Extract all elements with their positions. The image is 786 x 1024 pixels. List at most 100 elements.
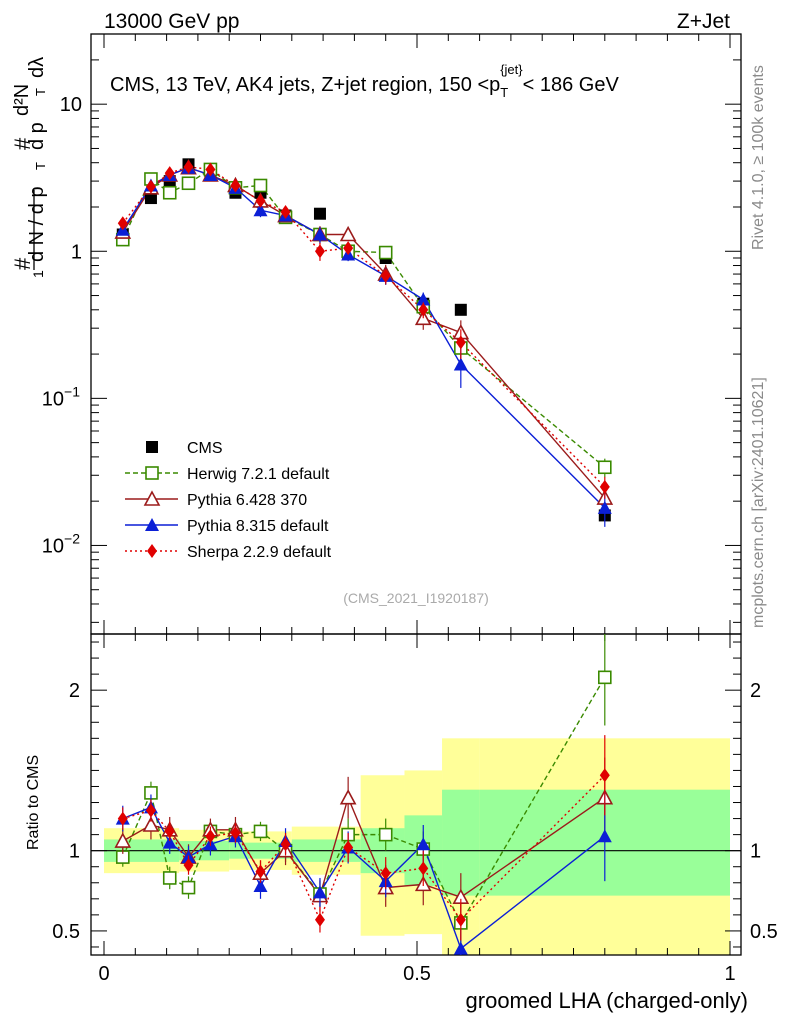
main-point-sherpa-2-2-9-default [280,204,291,219]
main-y-tick-label: 10−2 [42,530,80,557]
x-axis-label: groomed LHA (charged-only) [466,988,748,1013]
main-point-sherpa-2-2-9-default [117,216,128,231]
ratio-point-herwig-7-2-1-default [597,670,612,685]
ratio-point-herwig-7-2-1-default [181,880,196,895]
main-point-sherpa-2-2-9-default [230,178,241,193]
ratio-y-tick-label-right: 0.5 [750,921,778,943]
chart-title-sup: {jet} [500,62,523,77]
legend-label-pythia-8-315-default: Pythia 8.315 default [187,518,329,535]
y-label-hash-2: # [10,137,35,150]
main-point-herwig-7-2-1-default [162,185,177,200]
ratio-point-sherpa-2-2-9-default [314,912,325,927]
x-tick-label: 0.5 [403,963,431,985]
legend: CMS Herwig 7.2.1 default Pythia 6.428 370 P… [125,440,332,561]
ratio-point-pythia-8-315-default [253,878,268,892]
main-y-tick-label: 1 [71,241,82,263]
ratio-point-pythia-6-428-370 [339,789,357,805]
rivet-version-label: Rivet 4.1.0, ≥ 100k events [750,65,767,250]
main-point-pythia-6-428-370 [339,225,357,242]
main-point-sherpa-2-2-9-default [418,302,429,317]
ratio-point-pythia-8-315-default [597,829,612,843]
analysis-id: (CMS_2021_I1920187) [343,590,489,606]
ratio-point-pythia-8-315-default [162,835,177,849]
y-label-t-2: T [33,88,48,96]
ratio-point-pythia-8-315-default [416,837,431,851]
ratio-point-sherpa-2-2-9-default [455,912,466,927]
ratio-point-sherpa-2-2-9-default [230,826,241,841]
ratio-y-axis-label: Ratio to CMS [25,755,42,850]
ratio-point-sherpa-2-2-9-default [164,824,175,839]
main-point-pythia-8-315-default [597,500,612,514]
header-energy-label: 13000 GeV pp [104,10,239,33]
ratio-plot-frame [90,633,742,956]
ratio-y-tick-label-right: 2 [750,680,761,702]
main-point-herwig-7-2-1-default [378,245,393,260]
ratio-point-herwig-7-2-1-default [162,871,177,885]
ratio-plot-panel: 0 0.5 1 0.5 0.5 1 1 2 2 [52,633,778,985]
main-point-sherpa-2-2-9-default [145,179,156,194]
main-line-sherpa-2-2-9-default [122,166,606,488]
ratio-point-sherpa-2-2-9-default [183,858,194,873]
main-point-sherpa-2-2-9-default [205,162,216,177]
main-point-herwig-7-2-1-default [181,176,196,191]
ratio-point-pythia-8-315-default [312,885,327,899]
x-tick-label: 1 [724,963,735,985]
y-label-one: 1 [30,270,46,278]
legend-label-sherpa-2-2-9-default: Sherpa 2.2.9 default [187,544,332,561]
main-point-sherpa-2-2-9-default [343,241,354,256]
legend-label-herwig-7-2-1-default: Herwig 7.2.1 default [187,466,330,483]
chart-title-main: CMS, 13 TeV, AK4 jets, Z+jet region, 150… [110,74,500,96]
ratio-point-pythia-6-428-370 [142,816,160,832]
legend-marker-sherpa-2-2-9-default [147,544,157,558]
main-point-pythia-8-315-default [253,203,268,217]
ratio-y-tick-label-right: 1 [750,841,761,863]
main-point-sherpa-2-2-9-default [164,166,175,181]
ratio-point-sherpa-2-2-9-default [380,866,391,881]
main-point-sherpa-2-2-9-default [599,479,610,494]
main-plot-panel: 10−2 10−1 1 10 [42,33,742,635]
legend-marker-pythia-8-315-default [145,518,159,531]
header-process-label: Z+Jet [677,10,730,33]
main-line-herwig-7-2-1-default [122,168,606,468]
ratio-point-sherpa-2-2-9-default [418,861,429,876]
main-point-sherpa-2-2-9-default [314,244,325,259]
main-point-pythia-8-315-default [453,357,468,371]
legend-label-pythia-6-428-370: Pythia 6.428 370 [187,492,307,509]
ratio-line-sherpa-2-2-9-default [122,774,606,922]
ratio-point-herwig-7-2-1-default [253,824,268,839]
ratio-point-sherpa-2-2-9-default [280,837,291,852]
chart-title-tail: < 186 GeV [523,74,620,96]
y-label-hash-1: # [10,257,35,270]
ratio-point-sherpa-2-2-9-default [599,768,610,783]
ratio-point-herwig-7-2-1-default [378,827,393,842]
ratio-point-sherpa-2-2-9-default [145,803,156,818]
main-point-sherpa-2-2-9-default [455,335,466,350]
legend-marker-herwig-7-2-1-default [145,466,159,480]
ratio-y-tick-label: 2 [69,680,80,702]
y-label-dlambda: dλ [26,57,48,78]
y-label-dn-dp: d N / d p [26,186,48,262]
legend-marker-cms [146,441,158,453]
ratio-point-sherpa-2-2-9-default [205,829,216,844]
main-point-herwig-7-2-1-default [253,178,268,193]
ratio-point-pythia-6-428-370 [114,832,132,848]
main-point-cms [144,192,157,205]
y-label-t-1: T [33,162,48,170]
chart-title-sub: T [500,85,508,100]
main-point-pythia-8-315-default [312,227,327,241]
chart-title: CMS, 13 TeV, AK4 jets, Z+jet region, 150… [110,62,619,100]
y-label-d2n: d²N [11,84,33,116]
main-point-cms [313,207,326,220]
main-point-pythia-8-315-default [416,292,431,306]
y-label-dp-dl: d p [26,122,48,150]
ratio-point-sherpa-2-2-9-default [117,811,128,826]
main-point-sherpa-2-2-9-default [380,268,391,283]
main-y-tick-label: 10−1 [42,383,80,410]
main-point-cms [454,303,467,316]
x-tick-label: 0 [98,963,109,985]
ratio-y-tick-label: 1 [69,841,80,863]
ratio-y-tick-label: 0.5 [52,921,80,943]
main-y-tick-label: 10 [60,94,82,116]
legend-label-cms: CMS [187,440,223,457]
